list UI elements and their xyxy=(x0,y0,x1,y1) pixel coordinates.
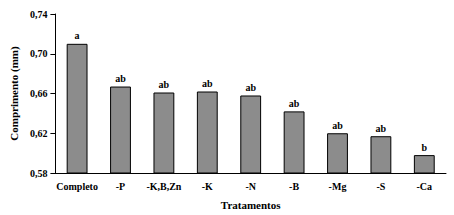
svg-text:-Mg: -Mg xyxy=(329,181,347,192)
svg-text:-Ca: -Ca xyxy=(417,181,433,192)
svg-text:Tratamentos: Tratamentos xyxy=(221,199,281,211)
svg-text:ab: ab xyxy=(245,82,256,93)
svg-text:ab: ab xyxy=(332,120,343,131)
svg-text:Comprimento (mm): Comprimento (mm) xyxy=(8,46,21,141)
svg-text:-K,B,Zn: -K,B,Zn xyxy=(146,181,181,192)
svg-text:ab: ab xyxy=(202,78,213,89)
svg-text:Completo: Completo xyxy=(56,181,98,192)
svg-text:b: b xyxy=(422,142,428,153)
svg-text:ab: ab xyxy=(376,123,387,134)
svg-text:0,62: 0,62 xyxy=(30,128,48,139)
svg-text:-S: -S xyxy=(376,181,385,192)
svg-text:ab: ab xyxy=(289,98,300,109)
svg-text:-N: -N xyxy=(245,181,256,192)
svg-text:0,74: 0,74 xyxy=(30,9,48,20)
svg-text:-B: -B xyxy=(289,181,299,192)
svg-text:0,66: 0,66 xyxy=(30,88,48,99)
svg-text:0,58: 0,58 xyxy=(30,168,48,179)
svg-text:-K: -K xyxy=(202,181,213,192)
svg-text:ab: ab xyxy=(115,73,126,84)
svg-text:a: a xyxy=(75,30,80,41)
svg-text:-P: -P xyxy=(116,181,125,192)
svg-text:ab: ab xyxy=(159,79,170,90)
svg-text:0,70: 0,70 xyxy=(30,48,48,59)
